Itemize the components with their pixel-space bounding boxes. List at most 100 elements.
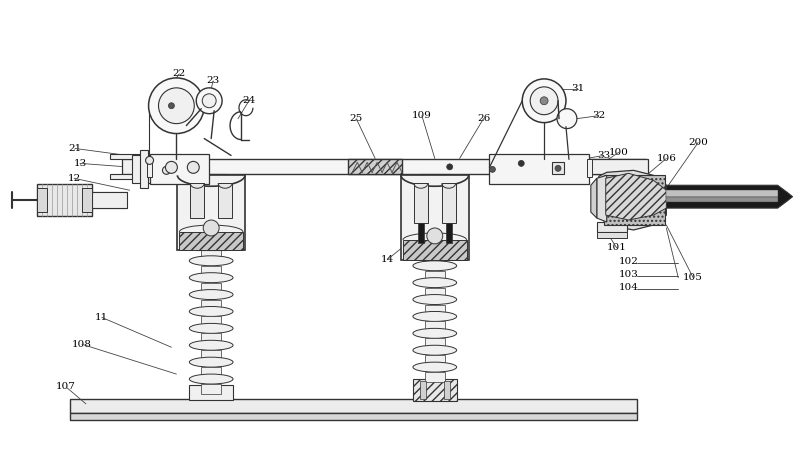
Circle shape: [202, 94, 216, 108]
Bar: [425, 305, 445, 312]
Circle shape: [146, 157, 154, 164]
Bar: [348, 159, 402, 174]
Bar: [190, 183, 204, 218]
Text: 32: 32: [592, 111, 606, 120]
Bar: [597, 232, 626, 238]
Bar: [194, 225, 229, 243]
Bar: [146, 159, 646, 174]
Bar: [110, 154, 147, 159]
Bar: [418, 223, 424, 243]
Bar: [403, 240, 466, 260]
Ellipse shape: [190, 306, 233, 316]
Bar: [587, 159, 592, 177]
Bar: [444, 381, 450, 399]
Bar: [417, 232, 453, 248]
Text: 104: 104: [618, 283, 638, 292]
Polygon shape: [606, 173, 666, 220]
Bar: [132, 155, 151, 183]
Bar: [146, 159, 151, 177]
Bar: [82, 188, 92, 212]
Bar: [202, 266, 221, 274]
Bar: [604, 176, 666, 225]
Bar: [414, 183, 428, 223]
Circle shape: [446, 164, 453, 170]
Bar: [202, 249, 221, 257]
Circle shape: [522, 79, 566, 123]
Bar: [552, 162, 564, 174]
Text: 25: 25: [350, 114, 363, 123]
Ellipse shape: [190, 273, 233, 283]
Bar: [92, 192, 126, 208]
Ellipse shape: [413, 295, 457, 305]
Bar: [202, 333, 221, 341]
Text: 26: 26: [477, 114, 490, 123]
Text: 107: 107: [56, 382, 76, 392]
Bar: [442, 183, 456, 223]
Bar: [425, 254, 445, 262]
Circle shape: [196, 88, 222, 114]
Text: 103: 103: [618, 270, 638, 279]
Circle shape: [187, 162, 199, 173]
Ellipse shape: [194, 221, 229, 229]
Circle shape: [149, 78, 204, 134]
Ellipse shape: [413, 244, 457, 254]
Text: 21: 21: [68, 144, 82, 153]
Bar: [420, 174, 450, 176]
Ellipse shape: [413, 328, 457, 338]
Text: 22: 22: [173, 69, 186, 78]
Bar: [597, 222, 626, 232]
Polygon shape: [591, 178, 597, 218]
Bar: [425, 372, 445, 382]
Bar: [589, 159, 649, 174]
Text: 33: 33: [597, 151, 610, 160]
Text: 200: 200: [688, 138, 708, 147]
Text: 108: 108: [72, 340, 92, 349]
Text: 13: 13: [74, 159, 86, 168]
Text: 100: 100: [609, 148, 629, 157]
Bar: [70, 399, 637, 413]
Circle shape: [530, 87, 558, 115]
Bar: [202, 300, 221, 307]
Ellipse shape: [190, 374, 233, 384]
Ellipse shape: [413, 278, 457, 288]
Bar: [70, 413, 637, 420]
Ellipse shape: [413, 362, 457, 372]
Circle shape: [557, 109, 577, 129]
Polygon shape: [597, 176, 606, 222]
Bar: [140, 150, 147, 188]
Text: 14: 14: [381, 255, 394, 264]
Bar: [218, 183, 232, 218]
Ellipse shape: [190, 340, 233, 350]
Text: 101: 101: [606, 243, 626, 252]
Text: 105: 105: [683, 273, 703, 282]
Ellipse shape: [190, 256, 233, 266]
Circle shape: [555, 165, 561, 171]
Bar: [420, 234, 450, 260]
Bar: [150, 154, 209, 184]
Polygon shape: [598, 171, 666, 230]
Circle shape: [162, 166, 170, 174]
Polygon shape: [666, 185, 793, 208]
Bar: [425, 355, 445, 363]
Text: 106: 106: [657, 154, 676, 163]
Circle shape: [203, 220, 219, 236]
Ellipse shape: [190, 290, 233, 300]
Circle shape: [518, 160, 524, 166]
Bar: [202, 283, 221, 291]
Ellipse shape: [190, 239, 233, 249]
Text: 109: 109: [412, 111, 432, 120]
Circle shape: [490, 166, 495, 172]
Ellipse shape: [413, 311, 457, 321]
Bar: [202, 316, 221, 324]
Bar: [110, 174, 147, 179]
Text: 23: 23: [206, 76, 220, 86]
Bar: [401, 176, 469, 260]
Bar: [122, 159, 146, 174]
Bar: [190, 385, 233, 400]
Circle shape: [427, 228, 442, 244]
Circle shape: [158, 88, 194, 124]
Circle shape: [169, 103, 174, 109]
Bar: [196, 174, 226, 176]
Text: 12: 12: [67, 174, 81, 183]
Bar: [38, 188, 47, 212]
